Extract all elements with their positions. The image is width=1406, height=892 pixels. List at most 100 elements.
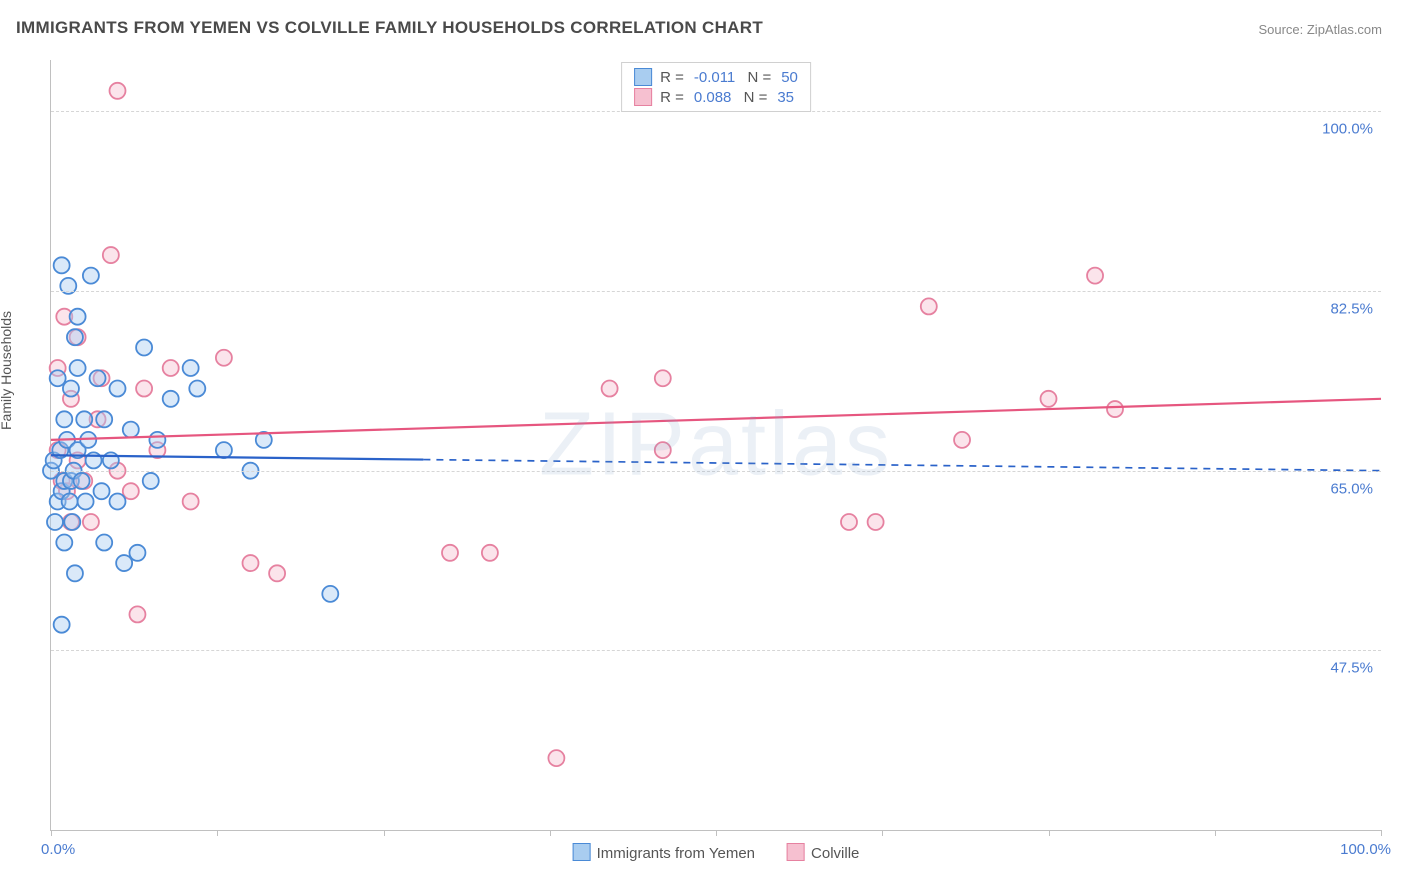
gridline [51,650,1381,651]
data-point [83,514,99,530]
y-tick-label: 47.5% [1330,660,1373,677]
data-point [78,493,94,509]
legend-swatch-blue [634,68,652,86]
x-tick [1049,830,1050,836]
data-point [110,381,126,397]
data-point [96,535,112,551]
data-point [189,381,205,397]
data-point [442,545,458,561]
x-tick [882,830,883,836]
data-point [243,555,259,571]
data-point [1087,268,1103,284]
legend-swatch-pink [634,88,652,106]
chart-title: IMMIGRANTS FROM YEMEN VS COLVILLE FAMILY… [16,18,763,38]
series-name: Immigrants from Yemen [597,845,755,862]
data-point [67,329,83,345]
data-point [322,586,338,602]
source-label: Source: [1258,22,1306,37]
legend-swatch-pink [787,843,805,861]
data-point [70,360,86,376]
data-point [548,750,564,766]
data-point [67,565,83,581]
data-point [123,422,139,438]
legend-item: Immigrants from Yemen [573,843,755,862]
data-point [269,565,285,581]
data-point [216,350,232,366]
x-tick [1215,830,1216,836]
x-tick [1381,830,1382,836]
data-point [183,360,199,376]
data-point [62,493,78,509]
trend-line [51,399,1381,440]
legend-item: Colville [787,843,859,862]
data-point [1107,401,1123,417]
data-point [602,381,618,397]
plot-svg [51,60,1381,830]
gridline [51,471,1381,472]
data-point [841,514,857,530]
data-point [655,370,671,386]
data-point [76,411,92,427]
data-point [129,606,145,622]
data-point [868,514,884,530]
legend-stats-row: R =-0.011 N =50 [634,67,798,87]
data-point [103,247,119,263]
data-point [123,483,139,499]
data-point [74,473,90,489]
x-origin-label: 0.0% [41,841,75,858]
data-point [136,381,152,397]
x-tick [716,830,717,836]
x-end-label: 100.0% [1340,841,1391,858]
data-point [96,411,112,427]
data-point [183,493,199,509]
data-point [64,514,80,530]
data-point [149,432,165,448]
data-point [90,370,106,386]
data-point [163,360,179,376]
data-point [63,381,79,397]
r-value: -0.011 [694,69,735,86]
data-point [110,493,126,509]
data-point [954,432,970,448]
legend-series: Immigrants from Yemen Colville [573,843,860,862]
x-tick [217,830,218,836]
chart-area: ZIPatlas R =-0.011 N =50 R =0.088 N =35 … [50,60,1381,831]
source-link[interactable]: ZipAtlas.com [1307,22,1382,37]
data-point [70,309,86,325]
legend-stats: R =-0.011 N =50 R =0.088 N =35 [621,62,811,112]
data-point [143,473,159,489]
data-point [83,268,99,284]
n-value: 50 [781,69,798,86]
n-value: 35 [777,89,794,106]
legend-stats-row: R =0.088 N =35 [634,87,798,107]
trend-line-dashed [423,460,1381,471]
data-point [54,617,70,633]
x-tick [550,830,551,836]
data-point [56,535,72,551]
y-tick-label: 82.5% [1330,301,1373,318]
data-point [47,514,63,530]
data-point [94,483,110,499]
y-axis-label: Family Households [0,311,14,430]
data-point [655,442,671,458]
data-point [56,411,72,427]
data-point [50,370,66,386]
data-point [163,391,179,407]
y-tick-label: 100.0% [1322,121,1373,138]
data-point [136,339,152,355]
legend-swatch-blue [573,843,591,861]
data-point [921,298,937,314]
data-point [482,545,498,561]
data-point [216,442,232,458]
series-name: Colville [811,845,859,862]
source-attribution: Source: ZipAtlas.com [1258,22,1382,37]
data-point [110,83,126,99]
x-tick [384,830,385,836]
x-tick [51,830,52,836]
data-point [54,257,70,273]
y-tick-label: 65.0% [1330,480,1373,497]
gridline [51,291,1381,292]
data-point [116,555,132,571]
r-value: 0.088 [694,89,732,106]
data-point [129,545,145,561]
